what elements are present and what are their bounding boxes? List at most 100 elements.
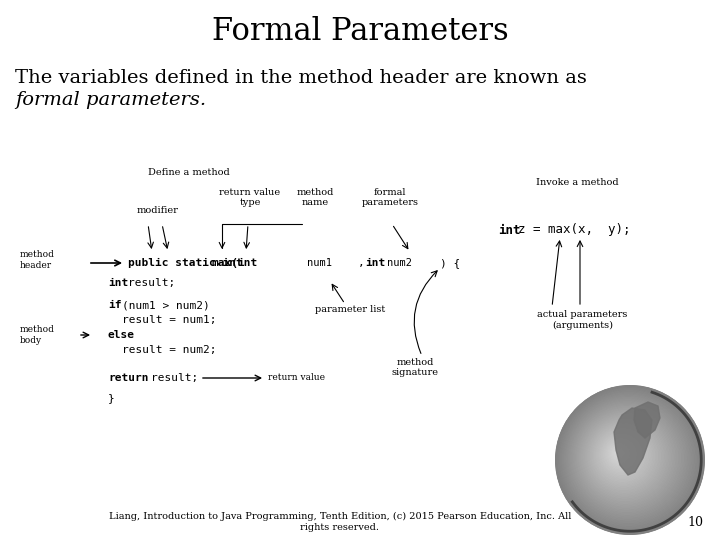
Circle shape — [587, 418, 662, 494]
Text: int: int — [108, 278, 128, 288]
Text: formal
parameters: formal parameters — [361, 187, 418, 207]
Circle shape — [606, 439, 636, 469]
Circle shape — [575, 407, 678, 509]
Circle shape — [618, 451, 620, 454]
Circle shape — [600, 434, 643, 476]
Text: ) {: ) { — [440, 258, 460, 268]
Circle shape — [572, 403, 682, 513]
Circle shape — [592, 424, 654, 487]
Circle shape — [582, 413, 669, 501]
Circle shape — [562, 393, 695, 525]
Text: Invoke a method: Invoke a method — [536, 178, 618, 187]
Bar — [210, 250, 435, 280]
Text: int: int — [498, 224, 521, 237]
Circle shape — [603, 436, 640, 473]
Circle shape — [598, 431, 646, 478]
Circle shape — [616, 449, 623, 457]
Circle shape — [576, 408, 676, 508]
Circle shape — [559, 389, 699, 530]
Circle shape — [556, 386, 703, 534]
Circle shape — [591, 423, 656, 488]
Circle shape — [609, 442, 631, 465]
Circle shape — [573, 404, 680, 511]
Circle shape — [562, 392, 696, 526]
Text: result;: result; — [128, 278, 175, 288]
Text: ,: , — [358, 258, 365, 268]
Circle shape — [613, 446, 627, 461]
Bar — [480, 195, 675, 380]
Circle shape — [600, 432, 644, 477]
Text: Formal Parameters: Formal Parameters — [212, 17, 508, 48]
Circle shape — [586, 417, 663, 495]
Text: int: int — [237, 258, 257, 268]
Circle shape — [596, 429, 649, 481]
Circle shape — [593, 426, 653, 485]
Text: The variables defined in the method header are known as: The variables defined in the method head… — [15, 69, 587, 87]
Circle shape — [570, 401, 685, 516]
Circle shape — [557, 387, 702, 532]
Circle shape — [582, 414, 667, 500]
Circle shape — [578, 410, 673, 505]
Text: Liang, Introduction to Java Programming, Tenth Edition, (c) 2015 Pearson Educati: Liang, Introduction to Java Programming,… — [109, 512, 571, 532]
Text: method
header: method header — [20, 251, 55, 269]
Text: return value: return value — [268, 374, 325, 382]
Circle shape — [613, 447, 626, 460]
Circle shape — [580, 412, 670, 502]
Text: formal parameters.: formal parameters. — [15, 91, 206, 109]
Circle shape — [604, 437, 639, 472]
Bar — [210, 250, 435, 274]
Circle shape — [580, 411, 672, 503]
Circle shape — [568, 399, 688, 518]
Circle shape — [598, 430, 647, 480]
Text: int: int — [365, 258, 385, 268]
Circle shape — [614, 448, 624, 458]
Circle shape — [589, 421, 659, 491]
Circle shape — [569, 400, 686, 517]
Circle shape — [607, 440, 634, 468]
Text: Define a method: Define a method — [148, 168, 230, 177]
Circle shape — [566, 396, 690, 521]
Circle shape — [611, 443, 630, 463]
Circle shape — [584, 415, 666, 498]
Circle shape — [588, 420, 660, 492]
Circle shape — [560, 390, 698, 528]
Text: result;: result; — [151, 373, 198, 383]
Circle shape — [558, 388, 701, 531]
Circle shape — [605, 438, 637, 470]
Bar — [95, 265, 395, 425]
Text: method
body: method body — [20, 325, 55, 345]
Circle shape — [594, 427, 652, 484]
Text: }: } — [108, 393, 114, 403]
Text: num1: num1 — [307, 258, 332, 268]
Text: num2: num2 — [387, 258, 412, 268]
Circle shape — [602, 435, 642, 475]
Text: max(: max( — [212, 258, 239, 268]
Text: method
name: method name — [297, 187, 333, 207]
Text: return value
type: return value type — [220, 187, 281, 207]
Circle shape — [577, 409, 675, 506]
Text: z = max(x,  y);: z = max(x, y); — [518, 224, 631, 237]
Polygon shape — [614, 408, 652, 475]
Text: else: else — [108, 330, 135, 340]
Circle shape — [611, 444, 629, 462]
Circle shape — [608, 441, 633, 466]
Text: 10: 10 — [687, 516, 703, 529]
Circle shape — [616, 450, 621, 455]
Circle shape — [567, 397, 689, 520]
Text: method
signature: method signature — [392, 358, 438, 377]
Circle shape — [595, 428, 650, 483]
Bar — [385, 253, 437, 273]
Circle shape — [585, 416, 665, 496]
Circle shape — [555, 385, 705, 535]
Text: public static int: public static int — [128, 258, 243, 268]
Polygon shape — [634, 402, 660, 438]
Text: modifier: modifier — [137, 206, 179, 215]
Bar — [20, 185, 465, 450]
Text: if: if — [108, 300, 122, 310]
Circle shape — [564, 395, 692, 523]
Text: actual parameters
(arguments): actual parameters (arguments) — [537, 310, 628, 329]
Text: parameter list: parameter list — [315, 305, 385, 314]
Text: result = num1;: result = num1; — [122, 315, 217, 325]
Text: return: return — [108, 373, 148, 383]
Circle shape — [574, 405, 679, 510]
